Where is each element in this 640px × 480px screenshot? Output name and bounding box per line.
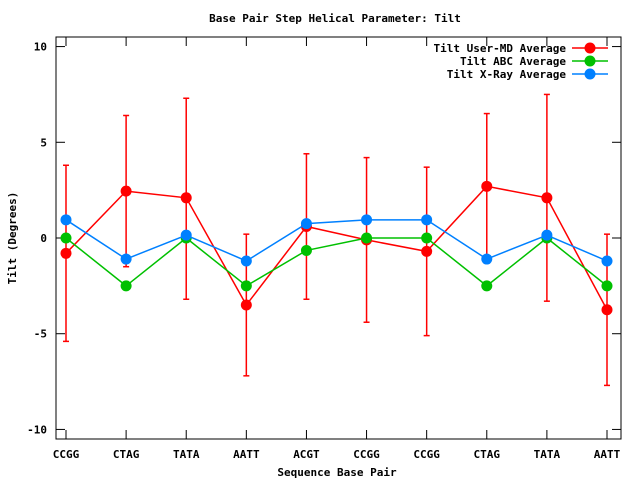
data-point (180, 229, 192, 241)
data-point (481, 180, 493, 192)
y-tick-label: 5 (40, 136, 47, 149)
legend-label: Tilt ABC Average (460, 55, 566, 68)
x-tick-label: CTAG (113, 448, 140, 461)
data-point (120, 280, 132, 292)
legend-label: Tilt User-MD Average (434, 42, 567, 55)
data-point (120, 185, 132, 197)
y-axis: -10 -5 0 5 10 (27, 41, 621, 436)
x-axis-label: Sequence Base Pair (277, 466, 397, 479)
series-0 (60, 93, 613, 387)
x-tick-label: TATA (173, 448, 200, 461)
series-line (65, 185, 608, 311)
data-point (361, 214, 373, 226)
x-tick-label: CCGG (413, 448, 440, 461)
data-point (60, 214, 72, 226)
data-point (240, 280, 252, 292)
data-point (481, 280, 493, 292)
data-point (601, 304, 613, 316)
data-point (601, 255, 613, 267)
y-axis-label: Tilt (Degrees) (6, 192, 19, 285)
legend-swatch-point (584, 68, 596, 80)
y-tick-label: 0 (40, 232, 47, 245)
series-2 (60, 214, 613, 267)
data-point (240, 299, 252, 311)
data-point (421, 245, 433, 257)
series-line (65, 219, 608, 262)
data-point (60, 247, 72, 259)
data-point (240, 255, 252, 267)
x-tick-label: ACGT (293, 448, 320, 461)
chart-title: Base Pair Step Helical Parameter: Tilt (209, 12, 461, 25)
data-point (541, 192, 553, 204)
x-tick-label: AATT (594, 448, 621, 461)
y-tick-label: 10 (34, 41, 47, 54)
x-tick-label: CCGG (53, 448, 80, 461)
legend-label: Tilt X-Ray Average (447, 68, 567, 81)
legend-swatch-point (584, 55, 596, 67)
x-tick-label: TATA (534, 448, 561, 461)
x-tick-label: CCGG (353, 448, 380, 461)
x-tick-label: AATT (233, 448, 260, 461)
data-point (60, 232, 72, 244)
data-point (541, 229, 553, 241)
legend-swatch-point (584, 42, 596, 54)
data-point (481, 253, 493, 265)
data-point (421, 232, 433, 244)
data-point (120, 253, 132, 265)
data-point (421, 214, 433, 226)
series-line (65, 237, 608, 287)
series-layer (60, 93, 613, 387)
data-point (300, 218, 312, 230)
data-point (601, 280, 613, 292)
y-tick-label: -10 (27, 423, 47, 436)
data-point (300, 244, 312, 256)
x-tick-label: CTAG (474, 448, 501, 461)
x-axis: CCGG CTAG TATA AATT ACGT CCGG CCGG CTAG TATA AATT (53, 37, 621, 461)
data-point (361, 232, 373, 244)
plot-frame (55, 36, 622, 440)
data-point (180, 192, 192, 204)
y-tick-label: -5 (34, 328, 47, 341)
